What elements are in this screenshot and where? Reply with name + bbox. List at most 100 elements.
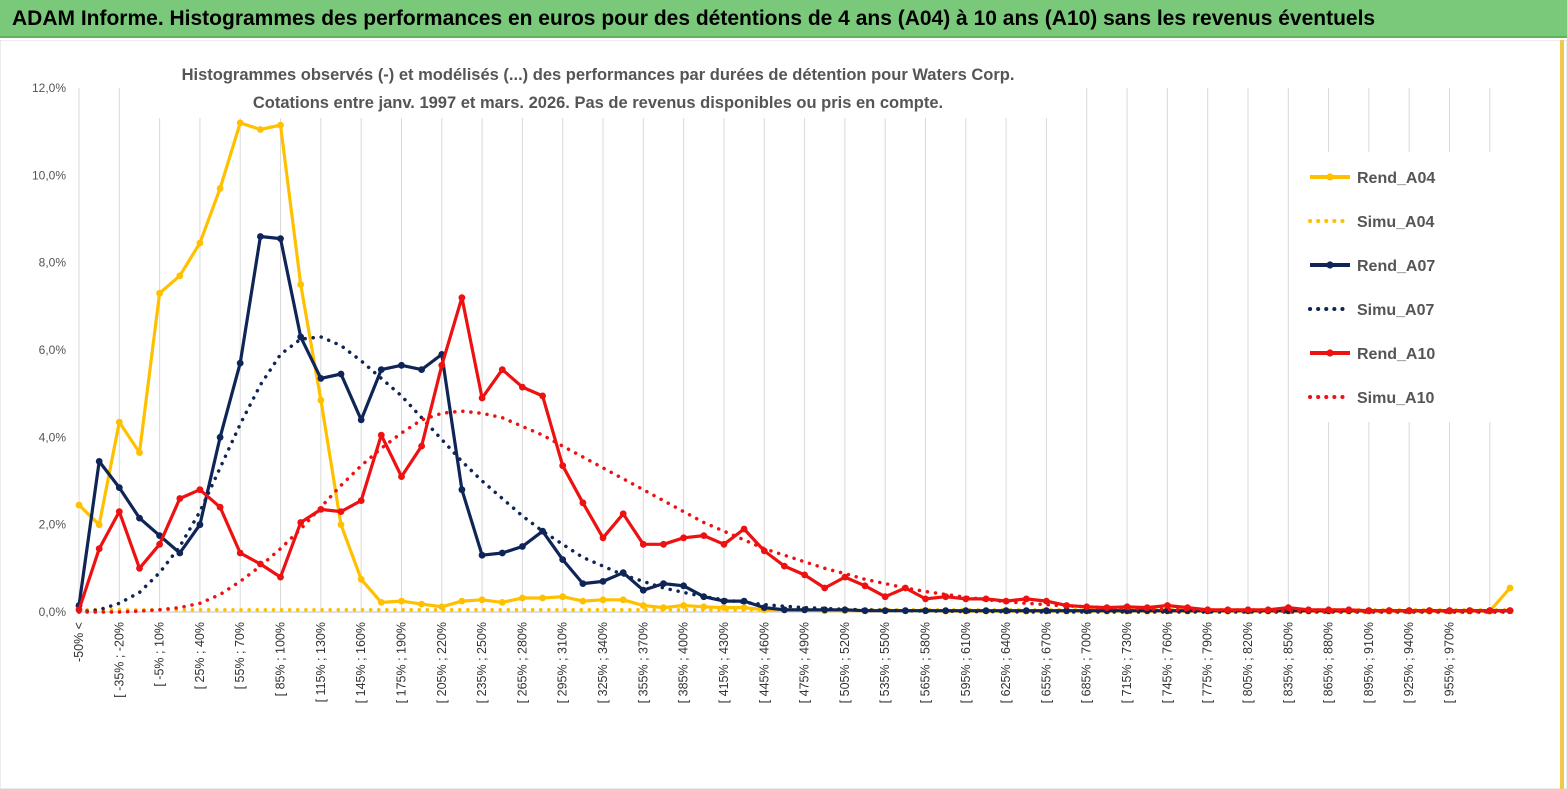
point-rend-a04 [680, 602, 687, 609]
point-rend-a10 [418, 442, 425, 450]
x-tick-label: [ 55% ; 70% [233, 622, 247, 689]
point-rend-a10 [176, 495, 184, 502]
point-rend-a10 [700, 532, 708, 539]
point-rend-a10 [781, 562, 788, 570]
x-tick-label: [ 385% ; 400% [677, 622, 691, 703]
point-rend-a04 [458, 597, 466, 605]
point-rend-a10 [1284, 604, 1292, 611]
x-tick-label: [ -5% ; 10% [153, 622, 167, 687]
y-tick-label: 4,0% [39, 430, 67, 444]
point-rend-a10 [841, 573, 849, 581]
point-rend-a07 [478, 551, 486, 559]
x-tick-label: [ 805% ; 820% [1241, 622, 1255, 703]
point-rend-a10 [1446, 607, 1453, 615]
point-rend-a07 [236, 359, 244, 367]
point-rend-a10 [922, 595, 929, 603]
legend-label-simu-a07: Simu_A07 [1357, 302, 1434, 319]
point-rend-a07 [579, 580, 587, 587]
point-rend-a10 [478, 394, 486, 402]
x-tick-label: [ 235% ; 250% [475, 622, 489, 703]
point-rend-a10 [377, 431, 385, 439]
point-rend-a04 [136, 449, 143, 456]
point-rend-a07 [297, 333, 305, 341]
chart: 0,0% 2,0% 4,0% 6,0% 8,0% 10,0% 12,0% -50% < [ -… [0, 40, 1567, 789]
point-rend-a04 [418, 600, 425, 608]
point-rend-a10 [115, 508, 123, 515]
point-rend-a10 [236, 549, 244, 557]
point-rend-a07 [498, 549, 506, 557]
point-rend-a04 [95, 521, 103, 529]
point-rend-a10 [660, 540, 667, 548]
point-rend-a10 [95, 545, 103, 553]
point-rend-a07 [599, 578, 607, 585]
legend-label-simu-a04: Simu_A04 [1357, 214, 1434, 231]
y-tick-label: 0,0% [39, 605, 67, 619]
point-rend-a04 [257, 126, 264, 133]
point-rend-a10 [136, 564, 143, 572]
point-rend-a10 [297, 519, 305, 526]
x-tick-label: [ 25% ; 40% [193, 622, 207, 689]
point-rend-a04 [277, 121, 284, 129]
point-rend-a04 [599, 596, 607, 604]
point-rend-a10 [801, 571, 808, 579]
x-tick-label: [ 295% ; 310% [556, 622, 570, 703]
point-rend-a10 [619, 510, 627, 518]
x-tick-label: -50% < [72, 622, 86, 662]
point-rend-a10 [438, 361, 446, 369]
y-tick-label: 12,0% [32, 81, 66, 95]
point-rend-a10 [579, 499, 587, 507]
legend: Rend_A04 Simu_A04 Rend_A07 Simu_A07 Rend_A10… [1295, 152, 1495, 422]
x-tick-label: [ 85% ; 100% [274, 622, 288, 696]
point-rend-a07 [418, 366, 425, 373]
plot-series [75, 119, 1514, 615]
y-axis: 0,0% 2,0% 4,0% 6,0% 8,0% 10,0% 12,0% [32, 81, 66, 619]
point-rend-a07 [277, 235, 284, 243]
point-rend-a07 [357, 416, 365, 424]
x-tick-label: [ 685% ; 700% [1080, 622, 1094, 703]
x-tick-label: [ 325% ; 340% [596, 622, 610, 703]
point-rend-a10 [639, 540, 647, 548]
legend-background [1295, 152, 1495, 422]
legend-label-rend-a07: Rend_A07 [1357, 258, 1435, 275]
point-rend-a10 [1486, 607, 1494, 615]
point-rend-a04 [115, 418, 123, 426]
legend-label-rend-a10: Rend_A10 [1357, 346, 1435, 363]
point-rend-a04 [579, 597, 587, 605]
legend-marker-rend-a07 [1326, 261, 1334, 269]
point-rend-a07 [398, 361, 405, 369]
x-tick-label: [ 475% ; 490% [798, 622, 812, 703]
x-tick-label: [ 505% ; 520% [838, 622, 852, 703]
x-tick-label: [ -35% ; -20% [112, 622, 126, 698]
legend-label-simu-a10: Simu_A10 [1357, 390, 1434, 407]
x-tick-label: [ 745% ; 760% [1160, 622, 1174, 703]
frame-accent [1560, 40, 1564, 789]
point-rend-a04 [498, 599, 506, 606]
point-rend-a07 [337, 370, 345, 378]
point-rend-a10 [861, 582, 869, 590]
point-rend-a10 [519, 383, 526, 391]
legend-marker-rend-a10 [1326, 349, 1334, 357]
point-rend-a04 [337, 521, 345, 529]
x-tick-label: [ 895% ; 910% [1362, 622, 1376, 703]
banner-title: ADAM Informe. Histogrammes des performan… [12, 7, 1376, 30]
x-tick-label: [ 655% ; 670% [1039, 622, 1053, 703]
point-rend-a07 [559, 556, 567, 563]
point-rend-a04 [75, 501, 83, 509]
point-rend-a07 [458, 486, 466, 494]
point-rend-a04 [156, 289, 164, 297]
point-rend-a07 [95, 458, 103, 465]
point-rend-a10 [1164, 602, 1171, 609]
point-rend-a04 [639, 602, 647, 609]
point-rend-a10 [1405, 607, 1413, 615]
point-rend-a10 [740, 525, 748, 533]
point-rend-a04 [216, 185, 224, 192]
point-rend-a07 [196, 521, 204, 529]
point-rend-a04 [539, 594, 546, 602]
x-tick-label: [ 835% ; 850% [1281, 622, 1295, 703]
y-tick-label: 10,0% [32, 168, 66, 182]
point-rend-a10 [680, 534, 687, 542]
point-rend-a04 [317, 396, 325, 404]
point-rend-a07 [660, 580, 667, 587]
point-rend-a10 [277, 573, 284, 581]
x-tick-label: [ 595% ; 610% [959, 622, 973, 703]
